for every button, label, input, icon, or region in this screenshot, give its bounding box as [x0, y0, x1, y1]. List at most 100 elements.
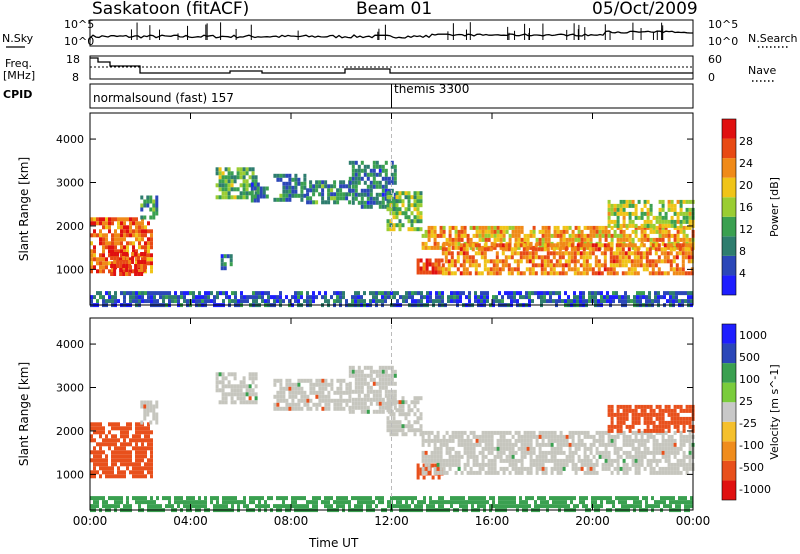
data-cell	[135, 229, 138, 234]
data-cell	[553, 446, 557, 451]
data-cell	[348, 500, 351, 505]
data-cell	[330, 188, 334, 193]
data-cell	[457, 450, 461, 455]
data-cell	[679, 219, 683, 224]
data-cell	[93, 496, 96, 501]
data-cell	[582, 267, 586, 272]
data-cell	[300, 189, 304, 194]
data-cell	[550, 454, 554, 459]
data-cell	[592, 462, 596, 467]
data-cell	[556, 458, 560, 463]
data-cell	[384, 204, 388, 209]
data-cell	[627, 295, 630, 300]
data-cell	[227, 183, 231, 188]
data-cell	[585, 243, 589, 248]
data-cell	[195, 500, 198, 505]
data-cell	[230, 195, 234, 200]
data-cell	[543, 299, 546, 304]
data-cell	[285, 386, 289, 391]
data-cell	[579, 299, 582, 304]
data-cell	[495, 267, 499, 272]
data-cell	[282, 386, 286, 391]
data-cell	[451, 225, 455, 230]
data-cell	[351, 160, 355, 165]
data-cell	[143, 260, 147, 264]
data-cell	[404, 412, 408, 417]
data-cell	[585, 259, 589, 264]
data-cell	[676, 424, 680, 429]
data-cell	[595, 470, 599, 475]
data-cell	[221, 372, 225, 377]
data-cell	[239, 388, 243, 393]
data-cell	[660, 496, 663, 501]
data-cell	[582, 259, 586, 264]
data-cell	[606, 271, 610, 276]
data-cell	[672, 247, 676, 252]
data-cell	[384, 377, 388, 382]
nave-label: Nave	[748, 64, 777, 77]
data-cell	[625, 434, 629, 439]
data-cell	[372, 168, 376, 173]
data-cell	[207, 291, 210, 296]
data-cell	[684, 504, 687, 509]
data-cell	[381, 291, 384, 296]
data-cell	[282, 504, 285, 509]
data-cell	[658, 229, 662, 234]
data-cell	[441, 271, 445, 276]
data-cell	[588, 295, 591, 300]
data-cell	[507, 291, 510, 296]
data-cell	[155, 400, 159, 405]
data-cell	[667, 199, 671, 204]
data-cell	[486, 500, 489, 505]
data-cell	[395, 199, 399, 204]
data-cell	[233, 195, 237, 200]
data-cell	[642, 291, 645, 296]
data-cell	[675, 295, 678, 300]
data-cell	[390, 160, 394, 165]
data-cell	[531, 247, 535, 252]
data-cell	[549, 504, 552, 509]
data-cell	[609, 251, 613, 256]
data-cell	[90, 470, 93, 475]
data-cell	[513, 295, 516, 300]
data-cell	[336, 402, 340, 407]
data-cell	[108, 295, 111, 300]
data-cell	[468, 255, 472, 260]
data-cell	[540, 263, 544, 268]
data-cell	[390, 496, 393, 501]
data-cell	[480, 247, 484, 252]
data-cell	[589, 233, 593, 238]
data-cell	[138, 253, 141, 258]
data-cell	[105, 458, 108, 463]
data-cell	[224, 195, 228, 200]
data-cell	[679, 462, 683, 467]
data-cell	[472, 462, 476, 467]
data-cell	[559, 466, 563, 471]
data-cell	[513, 299, 516, 304]
data-cell	[621, 243, 625, 248]
data-cell	[132, 466, 135, 471]
data-cell	[369, 500, 372, 505]
data-cell	[99, 496, 102, 501]
data-cell	[628, 424, 632, 429]
data-cell	[436, 430, 440, 435]
data-cell	[333, 196, 337, 201]
data-cell	[321, 295, 324, 300]
data-cell	[483, 267, 487, 272]
data-cell	[448, 237, 452, 242]
data-cell	[419, 203, 423, 208]
data-cell	[504, 504, 507, 509]
data-cell	[540, 255, 544, 260]
data-cell	[592, 454, 596, 459]
data-cell	[487, 237, 491, 242]
data-cell	[561, 263, 565, 268]
data-cell	[392, 416, 396, 421]
data-cell	[534, 271, 538, 276]
data-cell	[248, 384, 252, 389]
data-cell	[525, 496, 528, 501]
data-cell	[204, 299, 207, 304]
data-cell	[401, 199, 405, 204]
data-cell	[591, 291, 594, 296]
data-cell	[603, 259, 607, 264]
data-cell	[264, 500, 267, 505]
